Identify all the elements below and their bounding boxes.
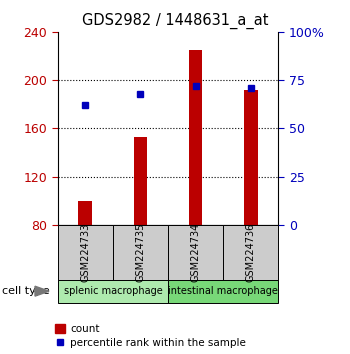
Text: cell type: cell type <box>2 286 49 296</box>
Text: GSM224733: GSM224733 <box>80 223 90 282</box>
Text: GDS2982 / 1448631_a_at: GDS2982 / 1448631_a_at <box>82 12 268 29</box>
Text: GSM224734: GSM224734 <box>190 223 201 282</box>
Text: intestinal macrophage: intestinal macrophage <box>168 286 278 296</box>
Bar <box>134 137 147 225</box>
Bar <box>78 201 92 225</box>
Text: GSM224736: GSM224736 <box>246 223 256 282</box>
Legend: count, percentile rank within the sample: count, percentile rank within the sample <box>52 322 248 350</box>
Text: splenic macrophage: splenic macrophage <box>63 286 162 296</box>
Bar <box>244 90 258 225</box>
Text: GSM224735: GSM224735 <box>135 223 146 282</box>
Bar <box>189 50 202 225</box>
